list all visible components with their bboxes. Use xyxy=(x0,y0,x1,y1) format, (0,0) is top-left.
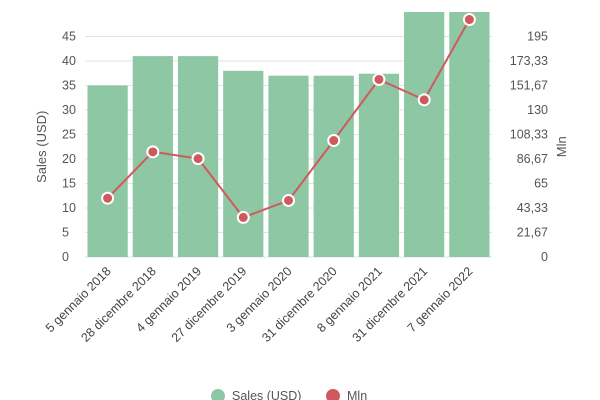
right-tick-label: 65 xyxy=(534,177,548,191)
bar xyxy=(87,85,128,257)
left-tick-label: 20 xyxy=(62,152,76,166)
bar xyxy=(449,12,490,257)
left-tick-label: 40 xyxy=(62,54,76,68)
left-tick-label: 0 xyxy=(62,250,69,264)
left-tick-label: 15 xyxy=(62,177,76,191)
line-point xyxy=(462,13,476,27)
bar xyxy=(358,73,400,258)
bar xyxy=(268,75,309,257)
bar xyxy=(404,12,445,257)
line-point xyxy=(146,145,160,159)
left-tick-label: 25 xyxy=(62,128,76,142)
right-tick-label: 86,67 xyxy=(517,152,548,166)
left-tick-label: 30 xyxy=(62,103,76,117)
line-point xyxy=(101,191,115,205)
right-axis: 0 21,67 43,33 65 86,67 108,33 130 151,67 173,33 1… xyxy=(510,30,548,265)
left-axis-title: Sales (USD) xyxy=(34,111,49,183)
legend-marker xyxy=(211,389,225,400)
right-tick-label: 0 xyxy=(541,250,548,264)
line-point xyxy=(327,134,341,148)
right-tick-label: 108,33 xyxy=(510,128,548,142)
right-tick-label: 173,33 xyxy=(510,54,548,68)
line-point xyxy=(282,193,295,207)
left-axis: 0 5 10 15 20 25 30 35 40 45 xyxy=(62,30,76,265)
bar-series xyxy=(87,12,490,258)
line-point xyxy=(191,152,205,166)
line-point xyxy=(417,93,431,107)
bar xyxy=(313,75,354,257)
bar xyxy=(223,70,264,257)
legend-label: Mln xyxy=(347,389,367,400)
right-tick-label: 195 xyxy=(527,30,548,44)
legend-label: Sales (USD) xyxy=(232,389,301,400)
right-tick-label: 43,33 xyxy=(517,201,548,215)
right-tick-label: 130 xyxy=(527,103,548,117)
line-series xyxy=(101,13,476,224)
line-point xyxy=(372,72,386,86)
right-axis-title: Mln xyxy=(554,136,569,157)
left-tick-label: 10 xyxy=(62,201,76,215)
left-tick-label: 45 xyxy=(62,30,76,44)
left-tick-label: 5 xyxy=(62,226,69,240)
legend-marker xyxy=(326,389,340,400)
right-tick-label: 21,67 xyxy=(517,225,548,239)
line-point xyxy=(236,210,250,224)
right-tick-label: 151,67 xyxy=(510,78,548,92)
legend: Sales (USD) Mln xyxy=(211,389,367,400)
left-tick-label: 35 xyxy=(62,79,76,93)
